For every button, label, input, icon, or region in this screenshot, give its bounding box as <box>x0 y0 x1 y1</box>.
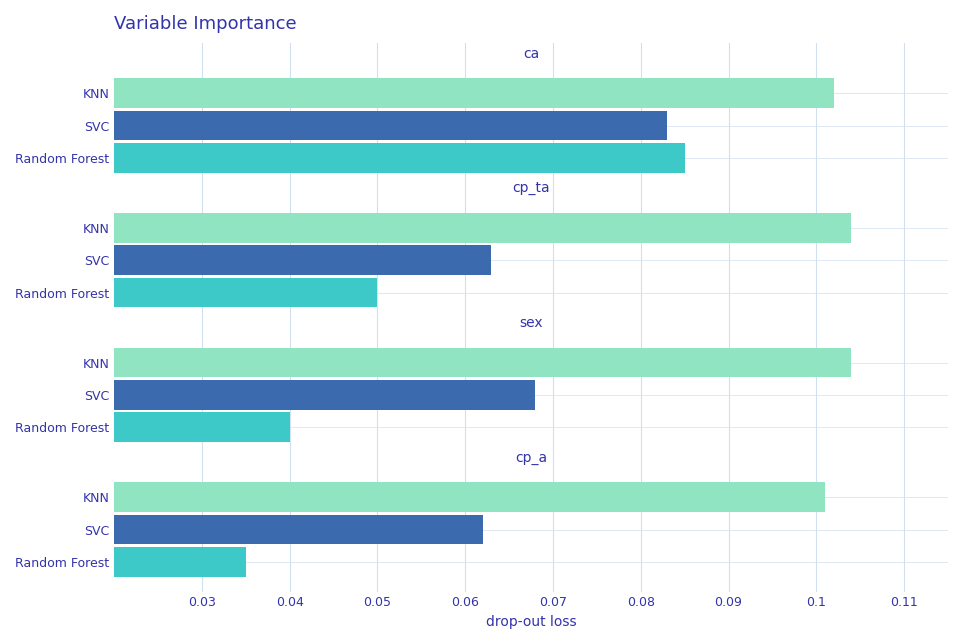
Text: cp_ta: cp_ta <box>512 182 550 195</box>
Bar <box>0 412 290 442</box>
Text: Variable Importance: Variable Importance <box>114 15 297 33</box>
Bar <box>0 380 535 410</box>
Bar <box>0 213 851 243</box>
Text: cp_a: cp_a <box>515 451 547 465</box>
Text: ca: ca <box>523 46 539 61</box>
Bar <box>0 111 667 140</box>
Bar <box>0 278 377 307</box>
Bar <box>0 245 491 275</box>
Bar <box>0 547 246 577</box>
X-axis label: drop-out loss: drop-out loss <box>485 615 576 629</box>
Text: sex: sex <box>519 316 543 330</box>
Bar <box>0 482 825 512</box>
Bar <box>0 348 851 377</box>
Bar <box>0 143 685 173</box>
Bar <box>0 79 834 108</box>
Bar <box>0 515 482 544</box>
